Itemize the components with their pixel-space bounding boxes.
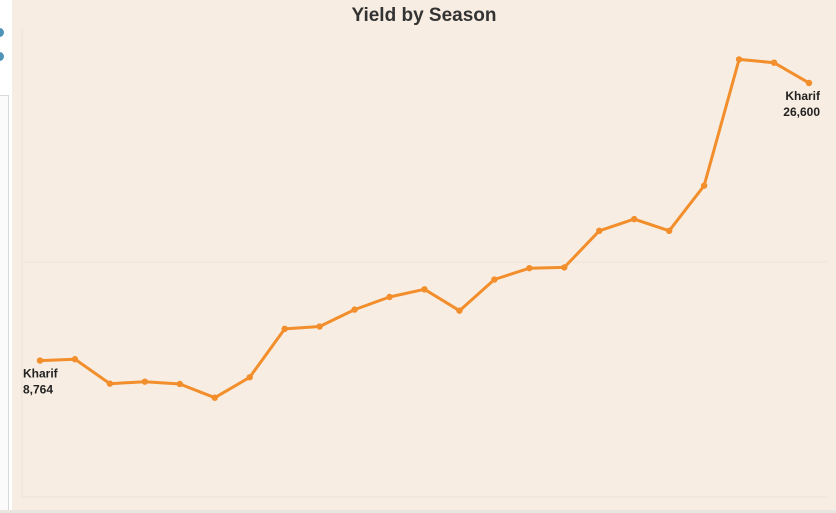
data-point[interactable] — [596, 227, 603, 235]
data-point[interactable] — [735, 56, 743, 63]
data-point[interactable] — [631, 215, 638, 223]
mark-label-value: 26,600 — [783, 105, 820, 119]
data-point[interactable] — [421, 286, 428, 293]
series-line — [39, 57, 810, 400]
data-point[interactable] — [491, 276, 498, 283]
data-point[interactable] — [176, 380, 184, 388]
data-point[interactable] — [456, 307, 463, 314]
data-point[interactable] — [211, 394, 218, 401]
data-point[interactable] — [141, 378, 149, 385]
chart-title: Yield by Season — [351, 5, 497, 26]
data-point[interactable] — [805, 79, 813, 87]
data-point[interactable] — [386, 293, 393, 301]
data-point[interactable] — [36, 357, 44, 364]
data-point[interactable] — [700, 182, 708, 189]
data-point[interactable] — [281, 325, 288, 333]
panel-handle-icon[interactable] — [0, 28, 4, 37]
data-point[interactable] — [106, 380, 114, 387]
data-point[interactable] — [351, 306, 358, 313]
side-panel-edge — [0, 95, 9, 512]
data-point[interactable] — [561, 264, 568, 271]
mark-label-name: Kharif — [23, 367, 59, 381]
panel-handle-icon[interactable] — [0, 52, 4, 61]
chart-area: Yield by Season Kharif 8,764 Kharif 26,600 — [12, 0, 836, 511]
data-point[interactable] — [770, 59, 778, 66]
data-point[interactable] — [246, 374, 253, 381]
data-point[interactable] — [316, 323, 323, 330]
line-chart: Kharif 8,764 Kharif 26,600 — [21, 30, 827, 498]
data-point[interactable] — [665, 227, 673, 235]
mark-label-value: 8,764 — [23, 383, 53, 397]
data-point[interactable] — [526, 264, 533, 272]
scroll-strip — [0, 510, 836, 513]
mark-label-name: Kharif — [785, 89, 821, 103]
data-point[interactable] — [71, 356, 79, 363]
